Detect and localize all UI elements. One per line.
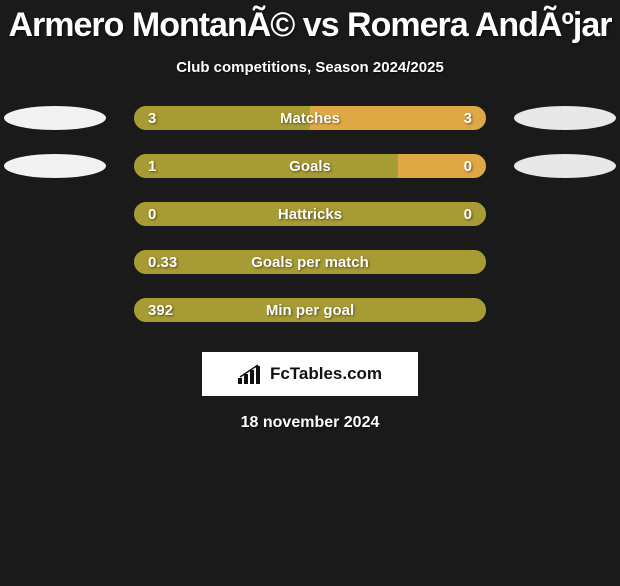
- stat-bar: 392Min per goal: [134, 298, 486, 322]
- stat-bar: 3Matches3: [134, 106, 486, 130]
- player-right-marker: [514, 154, 616, 178]
- player-left-marker: [4, 106, 106, 130]
- page-title: Armero MontanÃ© vs Romera AndÃºjar: [0, 6, 620, 45]
- subtitle: Club competitions, Season 2024/2025: [0, 59, 620, 76]
- comparison-widget: Armero MontanÃ© vs Romera AndÃºjar Club …: [0, 6, 620, 452]
- stat-bar: 0.33Goals per match: [134, 250, 486, 274]
- brand-badge[interactable]: FcTables.com: [202, 352, 418, 396]
- bar-fill-left: [134, 250, 486, 274]
- stat-row: 0.33Goals per match: [0, 250, 620, 274]
- brand-text: FcTables.com: [270, 364, 382, 384]
- stat-row: 0Hattricks0: [0, 202, 620, 226]
- bar-fill-left: [134, 106, 310, 130]
- stat-bar: 1Goals0: [134, 154, 486, 178]
- stat-bar: 0Hattricks0: [134, 202, 486, 226]
- bar-fill-right: [398, 154, 486, 178]
- bar-fill-left: [134, 202, 486, 226]
- stat-row: 3Matches3: [0, 106, 620, 130]
- stats-rows: 3Matches3 1Goals0 0Hattricks0 0.33Goals per…: [0, 106, 620, 322]
- player-left-marker: [4, 154, 106, 178]
- bar-fill-left: [134, 154, 398, 178]
- stat-row: 392Min per goal: [0, 298, 620, 322]
- bar-fill-right: [310, 106, 486, 130]
- bar-fill-left: [134, 298, 486, 322]
- brand-chart-icon: [238, 364, 264, 384]
- date-label: 18 november 2024: [0, 414, 620, 432]
- player-right-marker: [514, 106, 616, 130]
- stat-row: 1Goals0: [0, 154, 620, 178]
